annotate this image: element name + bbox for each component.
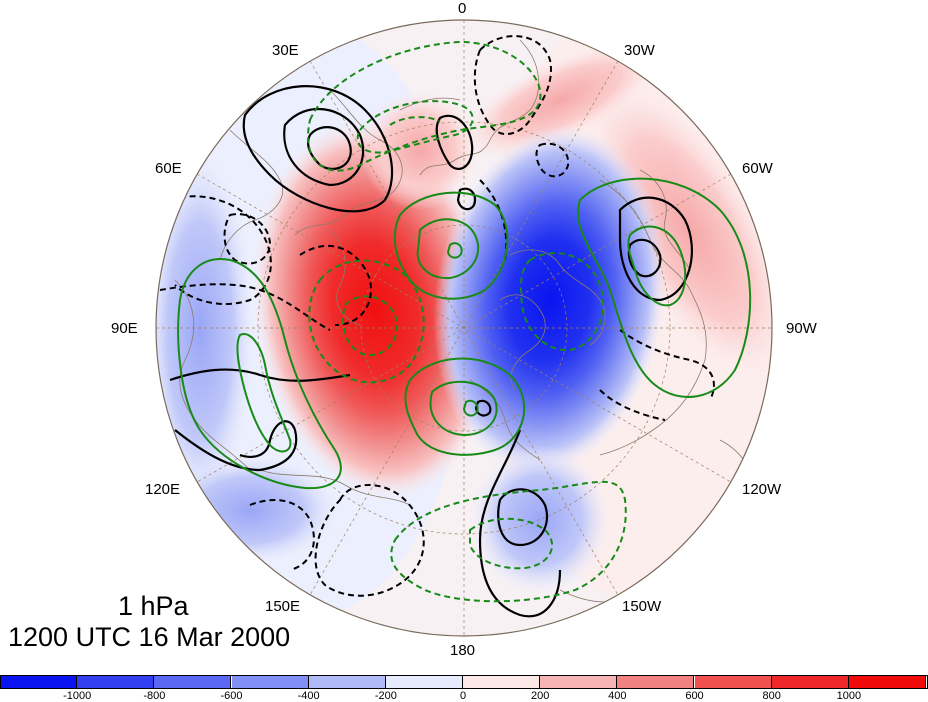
longitude-label-30w: 30W <box>624 42 655 59</box>
colorbar-tick-label: 800 <box>762 690 781 702</box>
longitude-label-30e: 30E <box>272 42 299 59</box>
colorbar-segment <box>0 675 78 688</box>
longitude-label-0: 0 <box>458 0 467 17</box>
shaded-field <box>156 20 772 636</box>
longitude-label-180: 180 <box>450 642 476 659</box>
longitude-label-150e: 150E <box>265 598 301 615</box>
colorbar-segment <box>463 675 541 688</box>
colorbar-segment <box>154 675 232 688</box>
colorbar-tick-label: -400 <box>297 690 320 702</box>
colorbar-segment <box>848 675 926 688</box>
coastlines <box>174 39 761 603</box>
colorbar-segment <box>540 675 618 688</box>
colorbar-tick-label: -600 <box>220 690 243 702</box>
colorbar-tick-label: -800 <box>143 690 166 702</box>
timestamp-label: 1200 UTC 16 Mar 2000 <box>8 622 291 652</box>
pressure-level-label: 1 hPa <box>118 591 189 621</box>
green-dashed-contours <box>307 40 627 603</box>
colorbar-segment <box>694 675 772 688</box>
colorbar-segment <box>617 675 695 688</box>
longitude-label-90e: 90E <box>111 320 138 337</box>
colorbar-tick-label: -200 <box>374 690 397 702</box>
longitude-label-120e: 120E <box>145 481 181 498</box>
colorbar-segment <box>771 675 849 688</box>
colorbar <box>0 675 928 688</box>
longitude-label-150w: 150W <box>622 598 662 615</box>
longitude-label-60e: 60E <box>155 160 182 177</box>
map-grid <box>156 20 772 636</box>
colorbar-tick-label: 200 <box>530 690 550 702</box>
colorbar-segment <box>308 675 386 688</box>
colorbar-segment <box>385 675 463 688</box>
colorbar-segment <box>77 675 155 688</box>
colorbar-tick-label: -1000 <box>63 690 92 702</box>
longitude-label-60w: 60W <box>742 160 773 177</box>
colorbar-tick-label: 400 <box>608 690 627 702</box>
colorbar-tick-label: 600 <box>685 690 704 702</box>
longitude-label-120w: 120W <box>742 481 782 498</box>
map-border <box>155 19 773 637</box>
green-contours <box>177 177 752 490</box>
colorbar-segment <box>231 675 309 688</box>
longitude-label-90w: 90W <box>786 320 817 337</box>
colorbar-tick-label: 0 <box>459 690 467 702</box>
colorbar-tick-label: 1000 <box>836 690 862 702</box>
